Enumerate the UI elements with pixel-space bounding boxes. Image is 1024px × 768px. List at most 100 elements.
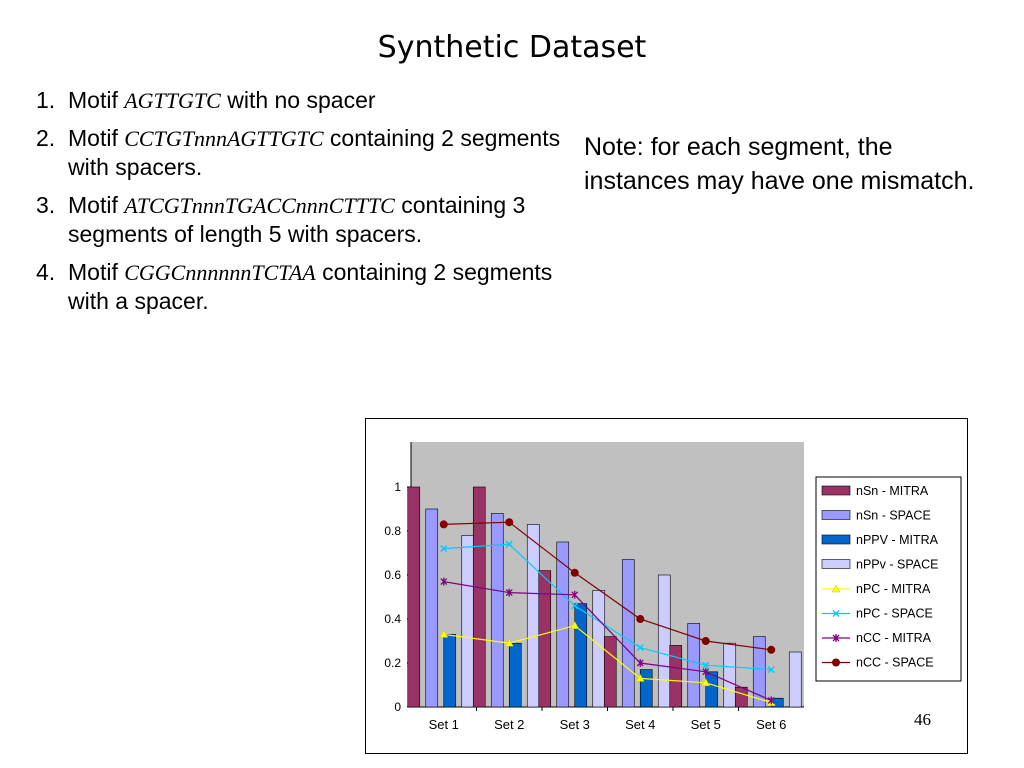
point-npc-space <box>767 666 775 674</box>
point-ncc-space <box>767 645 776 654</box>
list-prefix: Motif <box>68 259 125 285</box>
bar-nsn-space <box>490 513 504 708</box>
legend-swatch-nppv-mitra <box>821 534 851 545</box>
legend-marker-ncc-mitra <box>832 634 840 642</box>
list-suffix: containing 2 segments with a spacer. <box>68 259 553 314</box>
list-number: 1. <box>36 87 56 113</box>
point-npc-mitra <box>504 638 514 647</box>
list-item: 1. Motif AGTTGTC with no spacer <box>36 86 566 115</box>
bar-nsn-space <box>687 623 701 708</box>
bar-nsn-mitra <box>603 636 617 708</box>
point-npc-mitra <box>635 673 645 682</box>
legend-swatch-nsn-space <box>821 510 851 520</box>
point-ncc-mitra <box>767 696 775 705</box>
list-text: Motif AGTTGTC with no spacer <box>68 86 376 115</box>
line-npc-space <box>443 543 772 671</box>
y-tick-label: 1 <box>394 480 401 494</box>
list-number: 3. <box>36 192 56 218</box>
point-ncc-mitra <box>505 588 513 597</box>
motif-sequence: CGGCnnnnnnTCTAA <box>124 260 316 285</box>
point-npc-space <box>440 545 448 553</box>
legend-label: nPPv - SPACE <box>856 558 938 572</box>
x-tick-label: Set 1 <box>429 717 459 732</box>
list-prefix: Motif <box>68 125 125 151</box>
note-text: Note: for each segment, the instances ma… <box>584 133 975 195</box>
legend-label: nSn - SPACE <box>856 509 931 523</box>
bar-nppv-space <box>657 574 671 708</box>
y-tick-label: 0 <box>394 700 401 714</box>
x-tick-label: Set 3 <box>560 717 590 732</box>
motif-list: 1. Motif AGTTGTC with no spacer 2. Motif… <box>36 86 566 325</box>
bar-nppv-space <box>788 651 802 708</box>
list-item: 4. Motif CGGCnnnnnnTCTAA containing 2 se… <box>36 258 566 316</box>
bar-nppv-mitra <box>705 671 719 708</box>
point-ncc-mitra <box>440 577 448 586</box>
y-tick-label: 0.4 <box>384 612 401 626</box>
motif-sequence: AGTTGTC <box>124 88 221 113</box>
bar-nsn-mitra <box>472 486 486 708</box>
point-npc-mitra <box>701 678 711 687</box>
list-text: Motif CCTGTnnnAGTTGTC containing 2 segme… <box>68 124 566 182</box>
legend-marker-npc-mitra <box>831 584 841 593</box>
legend-label: nPC - SPACE <box>856 607 933 621</box>
motif-sequence: CCTGTnnnAGTTGTC <box>124 126 324 151</box>
y-tick-label: 0.8 <box>384 524 401 538</box>
bar-nppv-mitra <box>443 634 457 708</box>
point-ncc-mitra <box>702 667 710 676</box>
point-ncc-space <box>439 520 448 529</box>
bar-nppv-mitra <box>574 603 588 708</box>
legend-label: nCC - SPACE <box>856 656 934 670</box>
list-suffix: containing 3 segments of length 5 with s… <box>68 192 526 247</box>
line-npc-mitra <box>443 624 772 704</box>
point-ncc-mitra <box>571 590 579 599</box>
page-title: Synthetic Dataset <box>377 30 647 65</box>
legend-label: nPPV - MITRA <box>856 533 939 547</box>
point-npc-space <box>636 644 644 652</box>
point-npc-mitra <box>570 621 580 629</box>
bar-nsn-mitra <box>538 570 552 708</box>
bar-nsn-mitra <box>407 486 421 708</box>
list-text: Motif CGGCnnnnnnTCTAA containing 2 segme… <box>68 258 566 316</box>
list-prefix: Motif <box>68 87 125 113</box>
bar-nsn-space <box>556 541 570 708</box>
point-ncc-space <box>505 518 514 527</box>
list-suffix: containing 2 segments with spacers. <box>68 125 561 180</box>
line-ncc-space <box>443 521 772 651</box>
legend-swatch-nppv-space <box>821 559 851 569</box>
legend-marker-npc-space <box>832 609 840 618</box>
line-ncc-mitra <box>443 581 772 701</box>
performance-chart: 0 0.2 0.4 0.6 0.8 1 Set 1 Set 2 Set 3 Set 4 Set 5 S… <box>384 442 962 732</box>
x-tick-label: Set 4 <box>625 717 655 732</box>
x-tick-label: Set 2 <box>494 717 524 732</box>
x-tick-label: Set 5 <box>691 717 721 732</box>
point-npc-mitra <box>439 629 449 638</box>
list-prefix: Motif <box>68 192 125 218</box>
legend-label: nSn - MITRA <box>856 484 929 498</box>
page-number: 46 <box>914 710 931 729</box>
point-npc-space <box>505 540 513 548</box>
list-number: 4. <box>36 259 56 285</box>
list-suffix: with no spacer <box>220 87 376 113</box>
bar-nppv-mitra <box>639 669 653 708</box>
legend-marker-ncc-space <box>832 658 840 667</box>
bar-nppv-space <box>723 642 737 708</box>
bar-nsn-space <box>621 559 635 708</box>
list-text: Motif ATCGTnnnTGACCnnnCTTTC containing 3… <box>68 191 566 249</box>
bar-nsn-mitra <box>734 686 748 708</box>
point-ncc-space <box>570 568 579 577</box>
legend-label: nCC - MITRA <box>856 631 932 645</box>
point-ncc-space <box>701 637 710 645</box>
motif-sequence: ATCGTnnnTGACCnnnCTTTC <box>124 193 395 218</box>
list-item: 3. Motif ATCGTnnnTGACCnnnCTTTC containin… <box>36 191 566 249</box>
list-item: 2. Motif CCTGTnnnAGTTGTC containing 2 se… <box>36 124 566 182</box>
legend-label: nPC - MITRA <box>856 582 931 596</box>
point-ncc-space <box>636 615 645 623</box>
bar-nsn-mitra <box>669 645 683 708</box>
point-ncc-mitra <box>636 659 644 667</box>
y-tick-label: 0.6 <box>384 568 401 582</box>
point-npc-space <box>571 602 579 610</box>
bar-nsn-space <box>425 508 439 708</box>
legend-swatch-nsn-mitra <box>821 485 851 496</box>
bar-nppv-mitra <box>508 642 522 708</box>
bar-nsn-space <box>752 636 766 708</box>
